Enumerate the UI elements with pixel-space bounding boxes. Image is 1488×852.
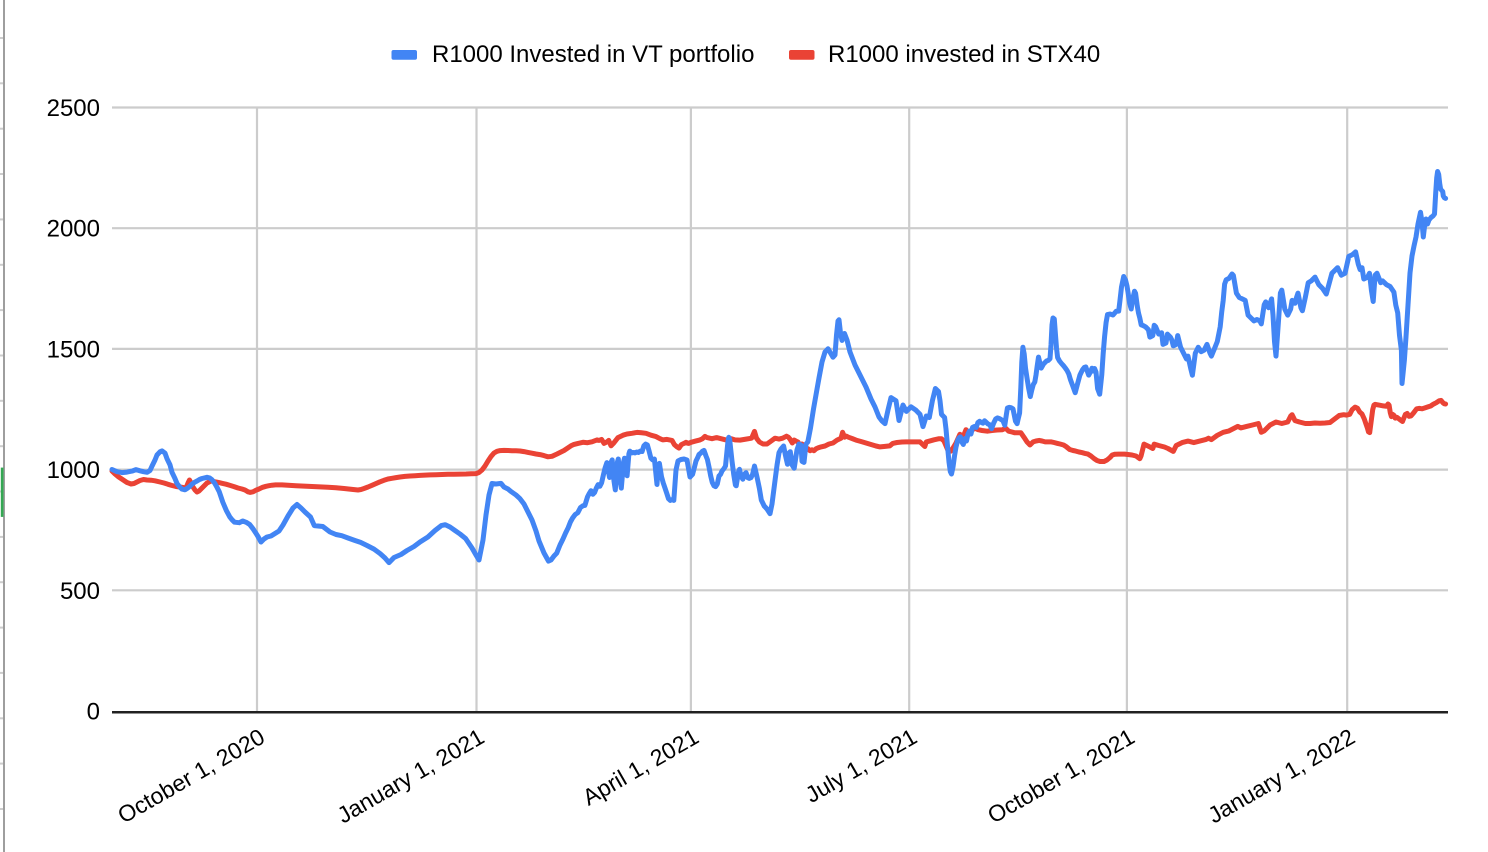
svg-text:1500: 1500 bbox=[47, 336, 100, 363]
svg-text:R1000 Invested in VT portfolio: R1000 Invested in VT portfolio bbox=[432, 41, 754, 68]
svg-text:2500: 2500 bbox=[47, 95, 100, 122]
svg-text:500: 500 bbox=[60, 578, 100, 605]
svg-text:2000: 2000 bbox=[47, 216, 100, 243]
svg-text:1000: 1000 bbox=[47, 457, 100, 484]
svg-text:0: 0 bbox=[87, 699, 100, 726]
svg-text:R1000 invested in STX40: R1000 invested in STX40 bbox=[828, 41, 1100, 68]
